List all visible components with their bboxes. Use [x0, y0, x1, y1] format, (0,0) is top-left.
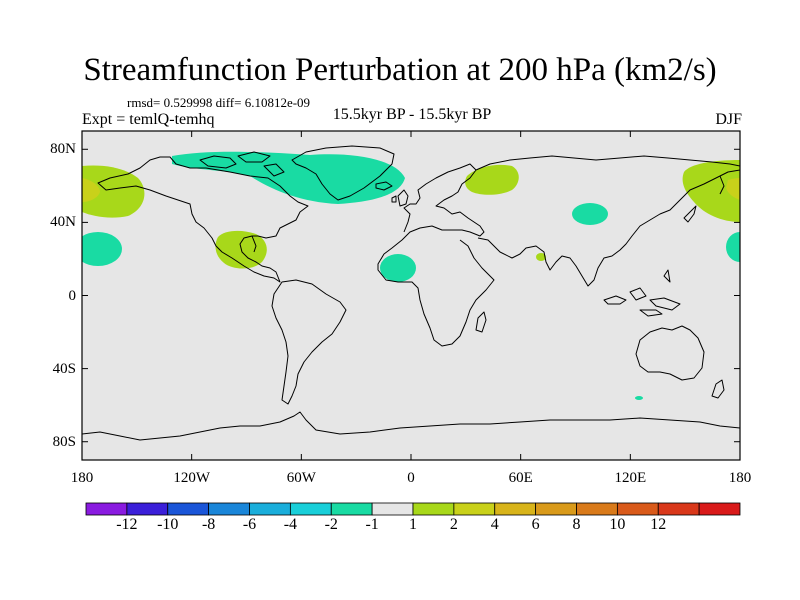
- colorbar-box: [126, 502, 169, 516]
- y-tick-label: 0: [68, 287, 77, 304]
- colorbar-box: [371, 502, 414, 516]
- x-tick-label: 180: [728, 470, 752, 486]
- experiment-label: Expt = temlQ-temhq: [82, 111, 215, 128]
- colorbar-box: [412, 502, 455, 516]
- maritime-continent: [603, 269, 681, 317]
- colorbar-box: [453, 502, 496, 516]
- y-tick-label: 40S: [52, 360, 76, 377]
- stats-text: rmsd= 0.529998 diff= 6.10812e-09: [127, 95, 311, 110]
- colorbar-box: [698, 502, 741, 516]
- season-label: DJF: [715, 111, 742, 128]
- colorbar-box: [616, 502, 659, 516]
- florida: [251, 235, 257, 253]
- anomaly-central-pacific-negative: [82, 232, 122, 266]
- anomaly-southern-ocean-small-negative: [635, 396, 643, 400]
- map-background: [82, 131, 740, 460]
- anomaly-eastern-europe-positive: [465, 164, 519, 195]
- colorbar-label: -1: [365, 516, 379, 533]
- antarctica-coast: [82, 411, 740, 441]
- x-tick-label: 120W: [173, 470, 210, 486]
- anomaly-greenland-negative: [172, 151, 405, 204]
- colorbar-box: [167, 502, 210, 516]
- anomaly-central-asia-negative: [572, 203, 608, 225]
- colorbar-label: 8: [572, 516, 581, 533]
- colorbar-box: [576, 502, 618, 516]
- south-america-coast: [271, 279, 347, 405]
- europe-africa-coast: [377, 163, 495, 347]
- colorbar-box: [85, 502, 128, 516]
- colorbar-label: -6: [242, 516, 257, 533]
- colorbar-label: -2: [324, 516, 338, 533]
- colorbar: [85, 502, 741, 516]
- plot-title: Streamfunction Perturbation at 200 hPa (…: [83, 52, 717, 88]
- colorbar-label: 6: [531, 516, 540, 533]
- colorbar-box: [289, 502, 332, 516]
- colorbar-label: -10: [157, 516, 179, 533]
- colorbar-label: 4: [490, 516, 499, 533]
- colorbar-label: -12: [116, 516, 138, 533]
- colorbar-label: 2: [449, 516, 458, 533]
- madagascar: [475, 311, 487, 333]
- northern-asia-coast: [475, 155, 740, 171]
- y-tick-label: 80N: [50, 141, 76, 158]
- iceland: [375, 181, 393, 191]
- anomaly-northeast-pacific-core: [82, 178, 100, 202]
- y-tick-label: 40N: [50, 214, 76, 231]
- colorbar-label: -8: [201, 516, 216, 533]
- greenland-coast: [291, 145, 395, 201]
- anomaly-india-small-positive: [536, 253, 546, 261]
- anomaly-northwest-pacific-positive: [682, 160, 740, 222]
- kamchatka: [719, 175, 725, 195]
- colorbar-box: [330, 502, 373, 516]
- period-label: 15.5kyr BP - 15.5kyr BP: [332, 106, 492, 123]
- north-america-coast: [97, 156, 309, 283]
- x-tick-label: 60E: [508, 470, 533, 486]
- axis-ticks: [81, 131, 741, 460]
- x-tick-label: 0: [407, 470, 415, 486]
- x-tick-label: 60W: [286, 470, 316, 486]
- x-tick-label: 180: [70, 470, 94, 486]
- colorbar-label: 1: [409, 516, 417, 533]
- x-tick-label: 120E: [614, 470, 647, 486]
- british-isles: [391, 189, 409, 207]
- coastlines: [82, 145, 740, 441]
- anomaly-west-africa-negative: [380, 254, 416, 282]
- colorbar-box: [249, 502, 291, 516]
- anomaly-western-pacific-negative: [726, 232, 740, 262]
- japan: [683, 205, 697, 223]
- colorbar-box: [535, 502, 577, 516]
- colorbar-label: 12: [650, 516, 667, 533]
- new-zealand: [711, 379, 725, 399]
- anomaly-northwest-pacific-core: [726, 178, 740, 200]
- colorbar-box: [494, 502, 537, 516]
- colorbar-box: [208, 502, 250, 516]
- y-tick-label: 80S: [52, 433, 76, 450]
- arctic-islands: [199, 151, 285, 177]
- colorbar-box: [657, 502, 700, 516]
- anomaly-northeast-pacific-positive: [82, 165, 145, 218]
- australia-coast: [635, 325, 705, 381]
- arabia-asia-coast: [477, 169, 740, 287]
- colorbar-label: -4: [283, 516, 298, 533]
- colorbar-label: 10: [609, 516, 626, 533]
